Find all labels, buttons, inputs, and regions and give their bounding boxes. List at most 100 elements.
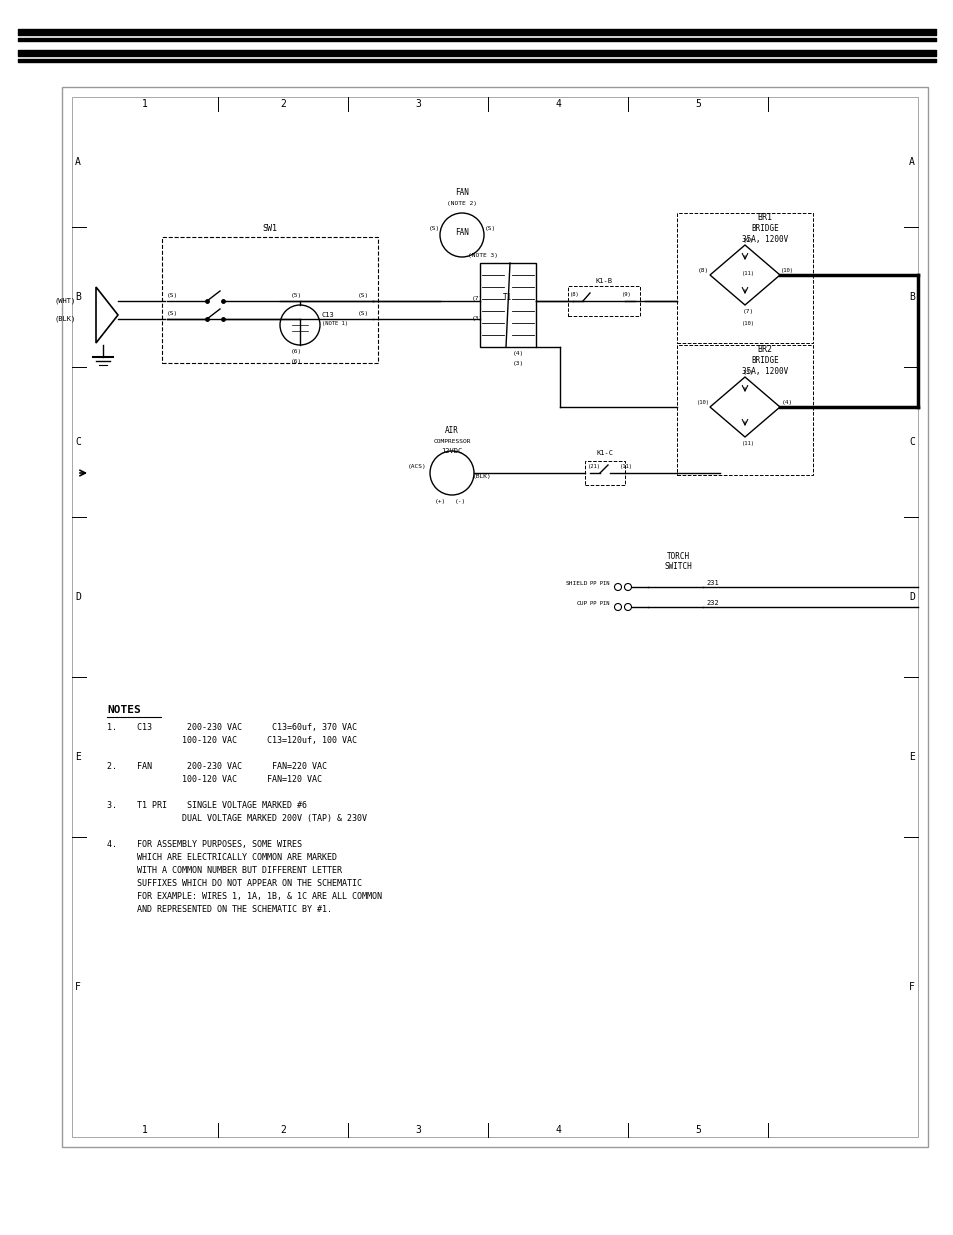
Text: E: E bbox=[75, 752, 81, 762]
Text: SW1: SW1 bbox=[262, 224, 277, 233]
Text: (4): (4) bbox=[781, 400, 792, 405]
Text: FAN: FAN bbox=[455, 188, 469, 198]
Text: 2.    FAN       200-230 VAC      FAN=220 VAC: 2. FAN 200-230 VAC FAN=220 VAC bbox=[107, 762, 327, 771]
Text: 1: 1 bbox=[142, 99, 148, 109]
Text: 1.    C13       200-230 VAC      C13=60uf, 370 VAC: 1. C13 200-230 VAC C13=60uf, 370 VAC bbox=[107, 722, 356, 732]
Text: PP PIN: PP PIN bbox=[589, 601, 609, 606]
Text: 100-120 VAC      FAN=120 VAC: 100-120 VAC FAN=120 VAC bbox=[107, 776, 322, 784]
Circle shape bbox=[280, 305, 319, 345]
Bar bbox=[677, 345, 812, 475]
Bar bbox=[677, 212, 812, 343]
Text: C: C bbox=[908, 437, 914, 447]
Text: E: E bbox=[908, 752, 914, 762]
Text: K1-C: K1-C bbox=[596, 450, 613, 456]
Text: (10): (10) bbox=[780, 268, 793, 273]
Text: A: A bbox=[75, 157, 81, 167]
Text: (S): (S) bbox=[428, 226, 439, 231]
Text: 3: 3 bbox=[415, 99, 420, 109]
Text: (BLK): (BLK) bbox=[54, 316, 76, 322]
Text: K1-B: K1-B bbox=[595, 278, 612, 284]
Bar bbox=[62, 86, 927, 1147]
Text: (8): (8) bbox=[569, 291, 579, 296]
Text: (ACS): (ACS) bbox=[407, 464, 426, 469]
Text: B: B bbox=[908, 291, 914, 303]
Text: (S): (S) bbox=[357, 311, 369, 316]
Text: (3): (3) bbox=[513, 361, 524, 366]
Text: 1: 1 bbox=[142, 1125, 148, 1135]
Text: BR2: BR2 bbox=[757, 345, 772, 354]
Text: (4): (4) bbox=[513, 351, 524, 356]
Text: (7): (7) bbox=[741, 309, 753, 314]
Text: (BLK): (BLK) bbox=[472, 474, 491, 479]
Text: AND REPRESENTED ON THE SCHEMATIC BY #1.: AND REPRESENTED ON THE SCHEMATIC BY #1. bbox=[107, 905, 332, 914]
Bar bbox=[162, 237, 377, 363]
Text: (5): (5) bbox=[290, 293, 301, 298]
Text: 35A, 1200V: 35A, 1200V bbox=[741, 367, 787, 375]
Bar bbox=[584, 461, 624, 485]
Text: F: F bbox=[908, 982, 914, 992]
Text: 5: 5 bbox=[695, 1125, 700, 1135]
Text: 12VDC: 12VDC bbox=[441, 448, 462, 454]
Text: NOTES: NOTES bbox=[107, 705, 141, 715]
Text: (11): (11) bbox=[740, 270, 754, 275]
Text: (21): (21) bbox=[587, 464, 600, 469]
Text: 4: 4 bbox=[555, 1125, 560, 1135]
Text: FOR EXAMPLE: WIRES 1, 1A, 1B, & 1C ARE ALL COMMON: FOR EXAMPLE: WIRES 1, 1A, 1B, & 1C ARE A… bbox=[107, 892, 381, 902]
Text: A: A bbox=[908, 157, 914, 167]
Text: (6): (6) bbox=[290, 359, 301, 364]
Text: AIR: AIR bbox=[445, 426, 458, 435]
Text: BRIDGE: BRIDGE bbox=[750, 224, 778, 233]
Text: (NOTE 3): (NOTE 3) bbox=[468, 253, 497, 258]
Text: (S): (S) bbox=[357, 293, 369, 298]
Text: 5: 5 bbox=[695, 99, 700, 109]
Text: SUFFIXES WHICH DO NOT APPEAR ON THE SCHEMATIC: SUFFIXES WHICH DO NOT APPEAR ON THE SCHE… bbox=[107, 879, 361, 888]
Text: C13: C13 bbox=[322, 312, 335, 317]
Circle shape bbox=[430, 451, 474, 495]
Text: PP PIN: PP PIN bbox=[589, 580, 609, 585]
Text: WITH A COMMON NUMBER BUT DIFFERENT LETTER: WITH A COMMON NUMBER BUT DIFFERENT LETTE… bbox=[107, 866, 341, 876]
Text: (9): (9) bbox=[741, 238, 753, 243]
Text: COMPRESSOR: COMPRESSOR bbox=[433, 438, 470, 445]
Text: C: C bbox=[75, 437, 81, 447]
Text: (11): (11) bbox=[619, 464, 633, 469]
Bar bbox=[71, 98, 917, 1137]
Text: 100-120 VAC      C13=120uf, 100 VAC: 100-120 VAC C13=120uf, 100 VAC bbox=[107, 736, 356, 745]
Text: 3.    T1 PRI    SINGLE VOLTAGE MARKED #6: 3. T1 PRI SINGLE VOLTAGE MARKED #6 bbox=[107, 802, 307, 810]
Text: B: B bbox=[75, 291, 81, 303]
Text: CUP: CUP bbox=[577, 601, 587, 606]
Text: (-): (-) bbox=[454, 499, 465, 504]
Bar bbox=[479, 263, 536, 347]
Text: BRIDGE: BRIDGE bbox=[750, 356, 778, 366]
Circle shape bbox=[439, 212, 483, 257]
Text: (8): (8) bbox=[697, 268, 708, 273]
Text: 232: 232 bbox=[705, 600, 718, 606]
Text: (10): (10) bbox=[696, 400, 709, 405]
Text: WHICH ARE ELECTRICALLY COMMON ARE MARKED: WHICH ARE ELECTRICALLY COMMON ARE MARKED bbox=[107, 853, 336, 862]
Text: (S): (S) bbox=[167, 293, 178, 298]
Text: 2: 2 bbox=[280, 1125, 286, 1135]
Text: (WHT): (WHT) bbox=[54, 298, 76, 304]
Text: (3): (3) bbox=[472, 316, 483, 321]
Text: (+): (+) bbox=[434, 499, 445, 504]
Text: 4.    FOR ASSEMBLY PURPOSES, SOME WIRES: 4. FOR ASSEMBLY PURPOSES, SOME WIRES bbox=[107, 840, 302, 848]
Text: SHIELD: SHIELD bbox=[565, 580, 587, 585]
Text: DUAL VOLTAGE MARKED 200V (TAP) & 230V: DUAL VOLTAGE MARKED 200V (TAP) & 230V bbox=[107, 814, 367, 823]
Text: (S): (S) bbox=[484, 226, 496, 231]
Text: D: D bbox=[908, 592, 914, 601]
Text: (3): (3) bbox=[741, 370, 753, 375]
Text: (11): (11) bbox=[740, 441, 754, 446]
Text: 3: 3 bbox=[415, 1125, 420, 1135]
Text: (6): (6) bbox=[290, 350, 301, 354]
Text: TORCH: TORCH bbox=[666, 552, 689, 561]
Text: D: D bbox=[75, 592, 81, 601]
Text: 2: 2 bbox=[280, 99, 286, 109]
Text: BR1: BR1 bbox=[757, 212, 772, 222]
Text: FAN: FAN bbox=[455, 227, 469, 236]
Text: (S): (S) bbox=[167, 311, 178, 316]
Text: T1: T1 bbox=[503, 293, 512, 303]
Bar bbox=[567, 287, 639, 316]
Text: (9): (9) bbox=[621, 291, 631, 296]
Text: SWITCH: SWITCH bbox=[663, 562, 691, 571]
Text: (7): (7) bbox=[472, 296, 483, 301]
Text: 4: 4 bbox=[555, 99, 560, 109]
